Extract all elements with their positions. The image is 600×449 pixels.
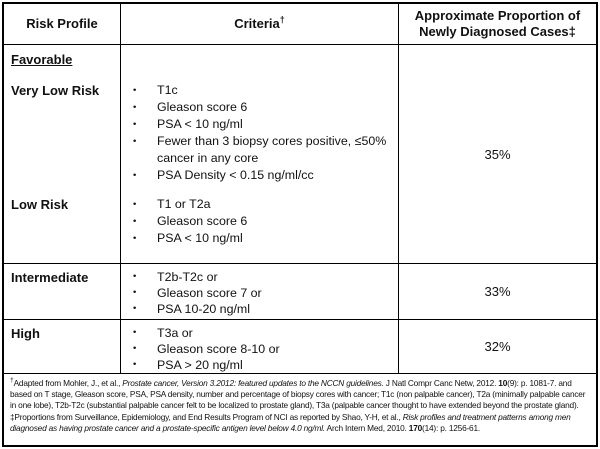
header-risk-profile: Risk Profile (4, 4, 121, 44)
favorable-section-label: Favorable (11, 52, 73, 67)
favorable-proportion-value: 35% (484, 146, 511, 162)
bullet-item: • Gleason score 6 (121, 213, 398, 230)
bullet-text: Fewer than 3 biopsy cores positive, ≤50%… (157, 134, 387, 165)
high-label: High (11, 326, 40, 341)
bullet-dot-icon: • (133, 85, 137, 96)
bullet-item: • Gleason score 7 or (121, 285, 398, 301)
bullet-text: T1c (157, 83, 178, 97)
low-risk-criteria-list: • T1 or T2a • Gleason score 6 • PSA < 10 ng… (121, 196, 398, 247)
favorable-criteria-cell: • T1c • Gleason score 6 • PSA < 10 ng/ml • F… (121, 45, 399, 263)
header-proportion: Approximate Proportion of Newly Diagnose… (399, 4, 596, 44)
footnote-text: Adapted from Mohler, J., et al., (13, 377, 123, 388)
bullet-item: • PSA < 10 ng/ml (121, 230, 398, 247)
footnote-dagger-marker: † (10, 377, 14, 384)
bullet-item: • T1 or T2a (121, 196, 398, 213)
very-low-risk-label: Very Low Risk (11, 83, 100, 98)
low-risk-label: Low Risk (11, 197, 69, 212)
bullet-text: PSA > 20 ng/ml (157, 358, 243, 372)
bullet-text: T2b-T2c or (157, 270, 218, 284)
bullet-dot-icon: • (133, 102, 137, 113)
bullet-text: Gleason score 6 (157, 214, 248, 228)
bullet-dot-icon: • (133, 343, 137, 354)
intermediate-criteria-cell: • T2b-T2c or • Gleason score 7 or • PSA 10-… (121, 264, 399, 319)
high-proportion-cell: 32% (399, 320, 596, 373)
bullet-text: T3a or (157, 326, 193, 340)
footnote-volume: 170 (408, 423, 423, 434)
bullet-text: Gleason score 8-10 or (157, 342, 280, 356)
intermediate-label: Intermediate (11, 270, 89, 285)
bullet-text: Gleason score 6 (157, 100, 248, 114)
bullet-item: • T2b-T2c or (121, 269, 398, 285)
favorable-row: Favorable Very Low Risk Low Risk • T1c • G… (4, 45, 596, 264)
intermediate-proportion-value: 33% (484, 284, 511, 299)
footnote-text: J Natl Compr Canc Netw, 2012. (383, 377, 499, 388)
high-label-cell: High (4, 320, 121, 373)
bullet-text: PSA Density < 0.15 ng/ml/cc (157, 168, 314, 182)
bullet-text: Gleason score 7 or (157, 286, 262, 300)
high-criteria-list: • T3a or • Gleason score 8-10 or • PSA > 20… (121, 325, 398, 373)
bullet-dot-icon: • (133, 136, 137, 147)
bullet-dot-icon: • (133, 271, 137, 282)
bullet-dot-icon: • (133, 199, 137, 210)
dagger-superscript: † (279, 14, 285, 25)
intermediate-criteria-list: • T2b-T2c or • Gleason score 7 or • PSA 10-… (121, 269, 398, 317)
header-criteria: Criteria† (121, 4, 399, 44)
bullet-dot-icon: • (133, 287, 137, 298)
bullet-item: • T1c (121, 82, 398, 99)
bullet-dot-icon: • (133, 233, 137, 244)
bullet-item: • PSA < 10 ng/ml (121, 116, 398, 133)
bullet-item: • PSA 10-20 ng/ml (121, 301, 398, 317)
footnote-citation-title: Prostate cancer, Version 3.2012: feature… (122, 377, 384, 388)
bullet-text: PSA 10-20 ng/ml (157, 302, 250, 316)
high-proportion-value: 32% (484, 339, 511, 354)
bullet-dot-icon: • (133, 216, 137, 227)
bullet-item: • PSA Density < 0.15 ng/ml/cc (121, 167, 398, 184)
header-risk-profile-label: Risk Profile (26, 16, 98, 31)
bullet-dot-icon: • (133, 170, 137, 181)
bullet-dot-icon: • (133, 359, 137, 370)
bullet-dot-icon: • (133, 119, 137, 130)
footnote-proportions: ‡Proportions from Surveillance, Epidemio… (4, 410, 596, 434)
footnote-volume: 10 (498, 377, 508, 388)
header-proportion-label: Approximate Proportion of Newly Diagnose… (414, 8, 581, 39)
header-criteria-label: Criteria† (234, 14, 285, 32)
bullet-dot-icon: • (133, 303, 137, 314)
bullet-text: T1 or T2a (157, 197, 211, 211)
bullet-item: • Fewer than 3 biopsy cores positive, ≤50… (121, 133, 398, 167)
intermediate-label-cell: Intermediate (4, 264, 121, 319)
bullet-text: PSA < 10 ng/ml (157, 117, 243, 131)
header-criteria-text: Criteria (234, 16, 280, 31)
intermediate-row: Intermediate • T2b-T2c or • Gleason score … (4, 264, 596, 320)
bullet-text: PSA < 10 ng/ml (157, 231, 243, 245)
footnotes-section: †Adapted from Mohler, J., et al., Prosta… (4, 374, 596, 445)
footnote-text: (14): p. 1256-61. (422, 423, 480, 434)
intermediate-proportion-cell: 33% (399, 264, 596, 319)
bullet-item: • T3a or (121, 325, 398, 341)
footnote-text: (9): p. 1081-7. and based on T stage, Gl… (10, 377, 586, 410)
footnote-text: Arch Intern Med, 2010. (325, 423, 409, 434)
table-header-row: Risk Profile Criteria† Approximate Propo… (4, 4, 596, 45)
bullet-item: • Gleason score 8-10 or (121, 341, 398, 357)
bullet-item: • PSA > 20 ng/ml (121, 357, 398, 373)
favorable-label-cell: Favorable Very Low Risk Low Risk (4, 45, 121, 263)
favorable-proportion-cell: 35% (399, 45, 596, 263)
high-row: High • T3a or • Gleason score 8-10 or • PSA… (4, 320, 596, 374)
footnote-citation-title: Risk profiles and treatment patterns amo… (10, 412, 571, 434)
bullet-item: • Gleason score 6 (121, 99, 398, 116)
footnote-adapted: †Adapted from Mohler, J., et al., Prosta… (4, 374, 596, 410)
footnote-text: ‡Proportions from Surveillance, Epidemio… (10, 412, 403, 423)
very-low-risk-criteria-list: • T1c • Gleason score 6 • PSA < 10 ng/ml • F… (121, 82, 398, 184)
high-criteria-cell: • T3a or • Gleason score 8-10 or • PSA > 20… (121, 320, 399, 373)
bullet-dot-icon: • (133, 327, 137, 338)
